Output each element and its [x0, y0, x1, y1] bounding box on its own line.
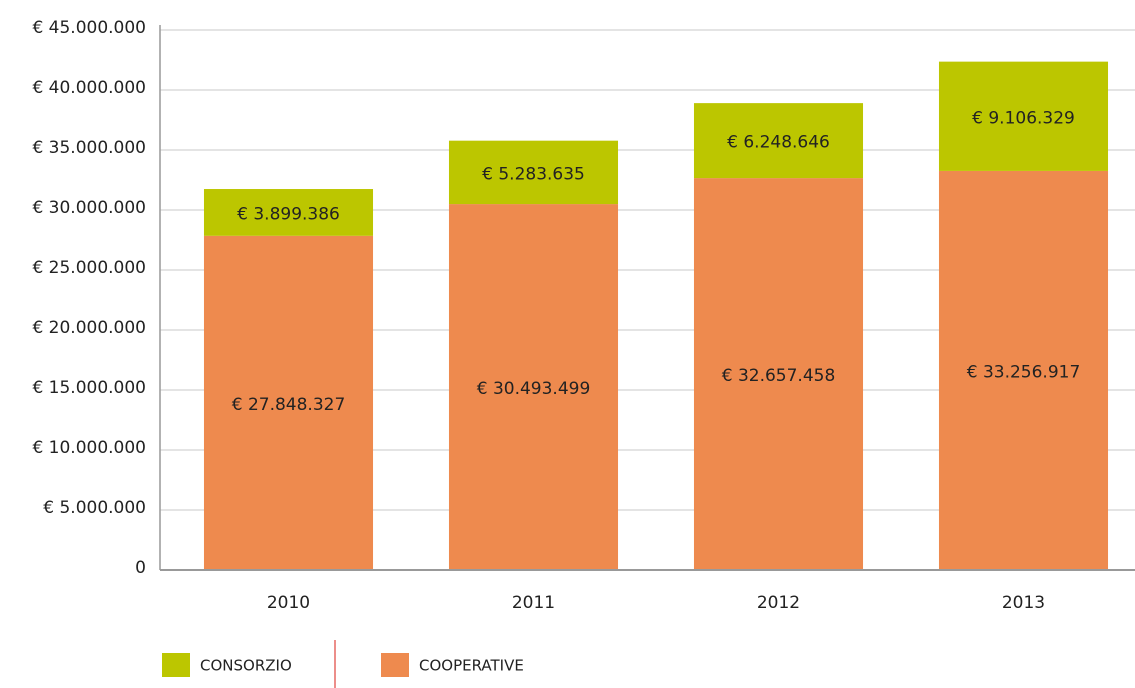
data-label: € 5.283.635 — [482, 164, 585, 184]
data-label: € 3.899.386 — [237, 204, 340, 224]
y-tick-label: € 40.000.000 — [32, 78, 146, 98]
legend-swatch — [162, 653, 190, 677]
bar-segment — [938, 170, 1109, 570]
data-label: € 33.256.917 — [967, 362, 1081, 382]
bar-segment — [938, 61, 1109, 171]
bar-segment — [693, 103, 864, 179]
y-tick-label: € 5.000.000 — [43, 498, 146, 518]
bar-segment — [693, 178, 864, 570]
y-tick-label: € 45.000.000 — [32, 18, 146, 38]
bar-segment — [448, 140, 619, 205]
data-label: € 6.248.646 — [727, 133, 830, 153]
y-tick-label: € 15.000.000 — [32, 378, 146, 398]
bar-segment — [448, 204, 619, 571]
y-tick-label: € 30.000.000 — [32, 198, 146, 218]
y-tick-label: € 10.000.000 — [32, 438, 146, 458]
y-tick-label: € 35.000.000 — [32, 138, 146, 158]
x-tick-label: 2010 — [267, 593, 310, 613]
x-tick-label: 2012 — [757, 593, 800, 613]
x-tick-label: 2011 — [512, 593, 555, 613]
data-label: € 32.657.458 — [722, 366, 836, 386]
data-label: € 30.493.499 — [477, 379, 591, 399]
data-label: € 9.106.329 — [972, 108, 1075, 128]
y-tick-label: € 20.000.000 — [32, 318, 146, 338]
data-label: € 27.848.327 — [232, 395, 346, 415]
x-tick-label: 2013 — [1002, 593, 1045, 613]
y-tick-label: 0 — [135, 558, 146, 578]
bar-segment — [203, 235, 374, 570]
legend-label: CONSORZIO — [200, 657, 292, 675]
y-tick-label: € 25.000.000 — [32, 258, 146, 278]
bar-segment — [203, 189, 374, 236]
legend-swatch — [381, 653, 409, 677]
legend-label: COOPERATIVE — [419, 657, 524, 675]
